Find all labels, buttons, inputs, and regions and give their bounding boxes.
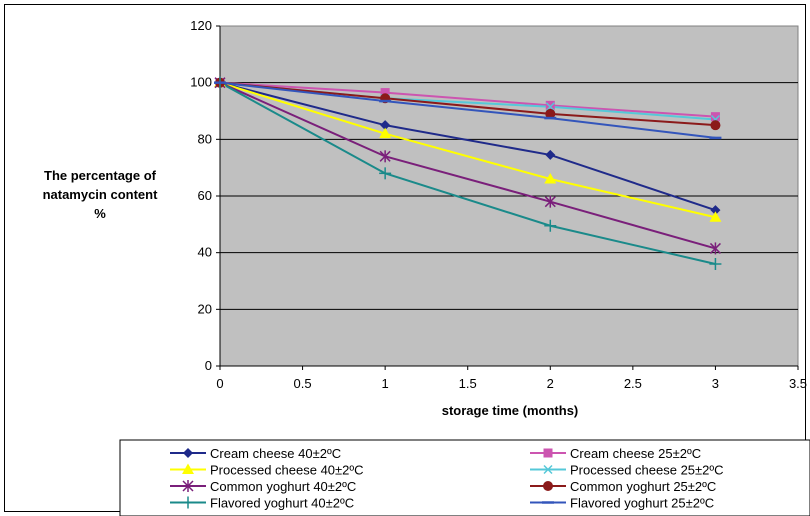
legend-marker [183, 448, 193, 458]
legend-item: Processed cheese 40±2ºC [170, 463, 364, 478]
series-line-0 [219, 81, 716, 212]
data-point-s0-p2 [545, 149, 556, 160]
data-point-s4-p1 [379, 150, 391, 163]
legend-marker [543, 464, 553, 475]
legend-item: Processed cheese 25±2ºC [530, 463, 724, 478]
data-point-s5-p3 [710, 120, 721, 131]
y-axis-title-line-3: % [94, 206, 106, 221]
series-group [214, 76, 722, 270]
series-line-6 [219, 81, 716, 265]
legend-item: Cream cheese 40±2ºC [170, 446, 341, 461]
legend-item: Flavored yoghurt 25±2ºC [530, 496, 714, 511]
x-axis-ticks: 0 0.5 1 1.5 2 2.5 3 3.5 [216, 366, 807, 391]
legend-item: Common yoghurt 25±2ºC [530, 479, 716, 494]
legend-label: Common yoghurt 25±2ºC [570, 479, 716, 494]
y-tick-label: 120 [190, 18, 212, 33]
data-point-s3-p2 [545, 102, 555, 112]
legend: Cream cheese 40±2ºC Cream cheese 25±2ºC Pr… [170, 446, 724, 511]
series-line-5 [219, 81, 716, 127]
legend-box [119, 439, 810, 516]
legend-label: Common yoghurt 40±2ºC [210, 479, 356, 494]
y-tick-label: 0 [205, 358, 212, 373]
legend-marker [182, 463, 194, 474]
legend-label: Cream cheese 25±2ºC [570, 446, 701, 461]
data-point-s0-p1 [380, 120, 391, 131]
legend-label: Processed cheese 40±2ºC [210, 463, 364, 478]
y-tick-label: 20 [198, 301, 212, 316]
data-point-s6-p1 [379, 167, 392, 180]
series-line-7 [219, 81, 716, 139]
data-point-s1-p1 [380, 88, 390, 98]
data-point-s2-p2 [544, 173, 557, 184]
legend-label: Flavored yoghurt 25±2ºC [570, 496, 714, 511]
legend-label: Cream cheese 40±2ºC [210, 446, 341, 461]
y-tick-label: 100 [190, 75, 212, 90]
data-point-s0-p3 [710, 205, 721, 216]
x-tick-label: 3 [712, 376, 719, 391]
y-axis-ticks: 0 20 40 60 80 100 120 [190, 18, 220, 373]
data-point-s4-p3 [709, 242, 721, 255]
data-point-s6-p2 [544, 219, 557, 232]
legend-item: Cream cheese 25±2ºC [530, 446, 701, 461]
y-axis-title-line-2: natamycin content [43, 187, 159, 202]
x-tick-label: 0 [216, 376, 223, 391]
series-line-1 [219, 81, 716, 118]
grid-lines [220, 82, 798, 310]
data-point-s4-p2 [544, 195, 556, 208]
legend-label: Processed cheese 25±2ºC [570, 463, 724, 478]
x-tick-label: 1.5 [459, 376, 477, 391]
data-point-s2-p3 [709, 211, 722, 222]
y-tick-label: 60 [198, 188, 212, 203]
legend-marker [182, 480, 194, 492]
legend-marker [182, 496, 194, 509]
y-tick-label: 80 [198, 131, 212, 146]
x-tick-label: 0.5 [294, 376, 312, 391]
legend-item: Common yoghurt 40±2ºC [170, 479, 356, 494]
legend-item: Flavored yoghurt 40±2ºC [170, 496, 354, 511]
series-line-2 [219, 81, 716, 219]
data-point-s5-p2 [545, 108, 556, 119]
legend-marker [543, 481, 553, 491]
data-point-s2-p1 [379, 127, 392, 139]
data-point-s6-p3 [709, 258, 722, 270]
x-axis-title: storage time (months) [442, 403, 579, 418]
legend-label: Flavored yoghurt 40±2ºC [210, 496, 354, 511]
legend-marker [543, 448, 553, 458]
y-tick-label: 40 [198, 245, 212, 260]
series-line-4 [219, 81, 716, 250]
x-tick-label: 2 [547, 376, 554, 391]
y-axis-title-line-1: The percentage of [44, 168, 157, 183]
x-tick-label: 3.5 [789, 376, 807, 391]
x-tick-label: 1 [382, 376, 389, 391]
data-point-s1-p2 [545, 100, 555, 110]
x-tick-label: 2.5 [624, 376, 642, 391]
data-point-s1-p3 [710, 112, 720, 122]
